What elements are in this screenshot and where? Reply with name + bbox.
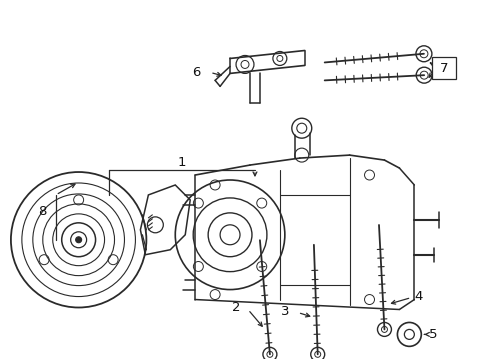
Text: 6: 6 (192, 66, 200, 79)
Circle shape (75, 237, 82, 243)
Text: 5: 5 (429, 328, 438, 341)
Text: 7: 7 (440, 62, 448, 75)
Text: 8: 8 (39, 205, 47, 219)
Text: 3: 3 (281, 305, 290, 318)
Text: 2: 2 (231, 301, 240, 314)
FancyBboxPatch shape (432, 58, 456, 80)
Text: 4: 4 (415, 290, 423, 303)
Text: 1: 1 (178, 156, 187, 168)
